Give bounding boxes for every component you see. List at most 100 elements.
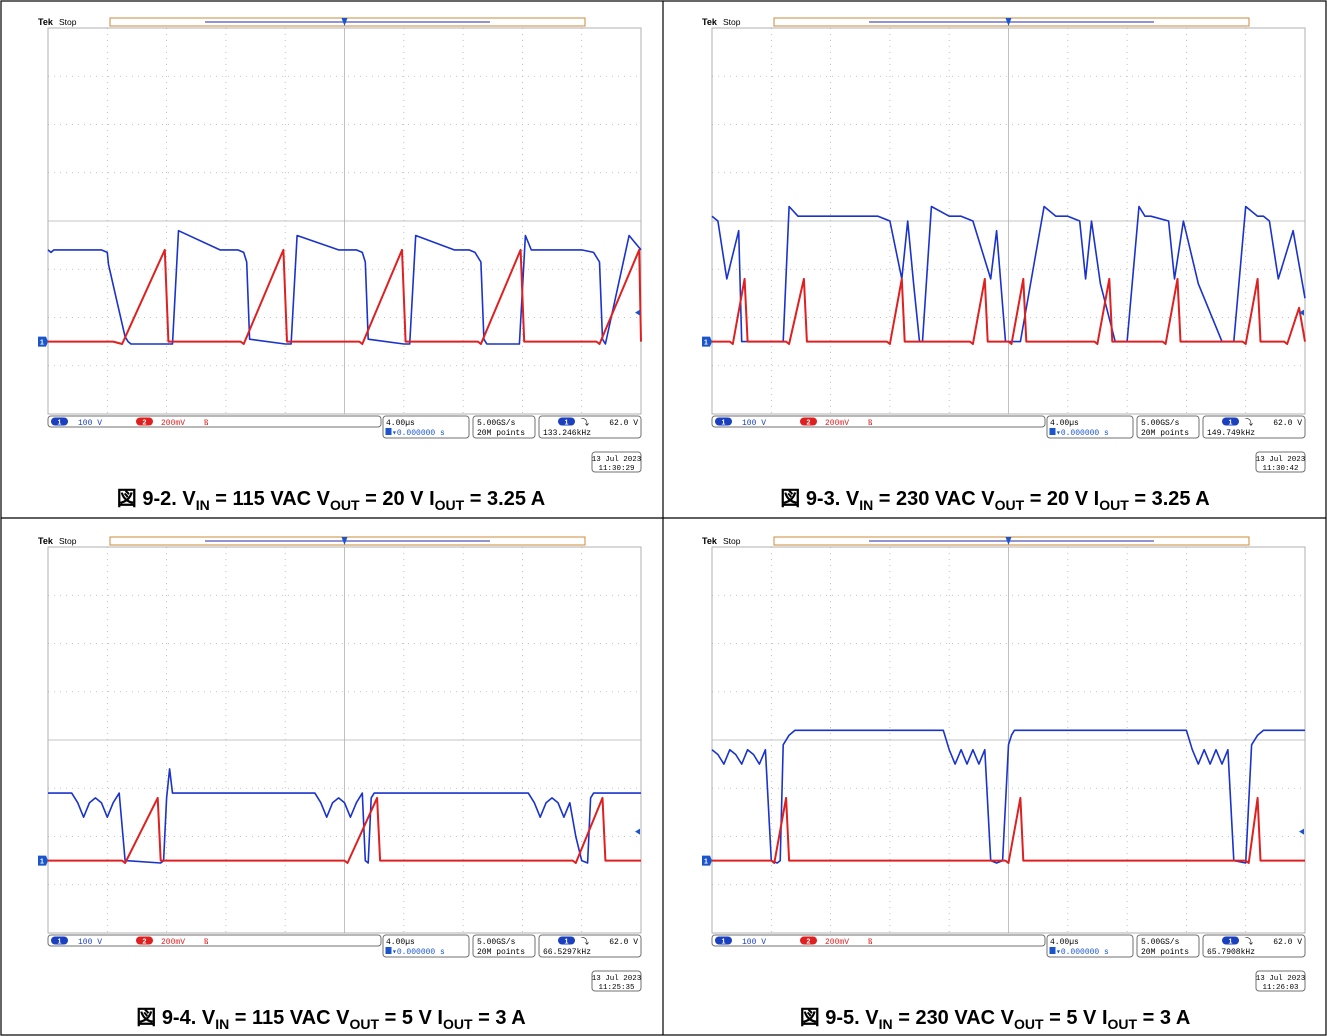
caption-figure-prefix: 図 xyxy=(136,1007,156,1029)
ch2-badge-label: 2 xyxy=(143,420,147,427)
trigger-level-arrow-icon xyxy=(1299,309,1304,316)
record-length-label: 20M points xyxy=(1141,948,1189,957)
tek-brand-label: Tek xyxy=(702,17,718,27)
bandwidth-limit-icon: Ⲃ xyxy=(868,418,872,427)
caption-vin-label: V xyxy=(202,1007,216,1029)
trigger-ch-badge xyxy=(1222,936,1239,945)
trigger-level-label: 62.0 V xyxy=(609,419,638,428)
trigger-ch-label: 1 xyxy=(1229,420,1233,427)
trigger-position-label: ▾0.000000 s xyxy=(1056,948,1109,957)
caption-vout-value: = 20 V xyxy=(365,488,424,510)
timestamp-box xyxy=(1255,970,1306,992)
caption-iout-label: I xyxy=(429,488,435,510)
sample-rate-label: 5.00GS/s xyxy=(1141,938,1180,947)
ch1-scale-label: 100 V xyxy=(78,419,102,428)
trigger-frequency-label: 66.5297kHz xyxy=(543,948,591,957)
ch1-ground-marker-icon xyxy=(702,855,712,866)
timebase-box xyxy=(1046,934,1134,958)
trigger-ch-badge xyxy=(558,936,575,945)
time-label: 11:30:42 xyxy=(1262,465,1298,473)
acquisition-box xyxy=(1136,934,1200,958)
ch1-trace xyxy=(711,205,1306,343)
ch2-scale-label: 200mV xyxy=(161,419,185,428)
trigger-box xyxy=(1202,934,1306,958)
ch1-badge-label: 1 xyxy=(58,939,62,946)
ch2-trace xyxy=(712,796,1305,864)
trigger-slope-icon: ⤵ xyxy=(1245,418,1253,427)
caption-vin-subscript: IN xyxy=(215,1016,229,1032)
time-label: 11:26:03 xyxy=(1262,984,1299,992)
caption-vout-subscript: OUT xyxy=(1014,1016,1044,1032)
caption-iout-label: I xyxy=(1102,1007,1108,1029)
acquisition-box xyxy=(472,934,536,958)
ch1-badge-label: 1 xyxy=(722,939,726,946)
trigger-frequency-label: 149.749kHz xyxy=(1207,429,1255,438)
caption-vout-value: = 5 V xyxy=(385,1007,433,1029)
trigger-ch-badge xyxy=(558,417,575,426)
caption-vout-label: V xyxy=(1001,1007,1015,1029)
timebase-label: 4.00µs xyxy=(1050,419,1079,428)
ch1-ground-marker-label: 1 xyxy=(40,859,44,866)
caption-figure-number: 9-2. xyxy=(142,488,176,510)
caption-iout-value: = 3 A xyxy=(478,1007,526,1029)
trigger-slope-icon: ⤵ xyxy=(581,418,589,427)
bandwidth-limit-icon: Ⲃ xyxy=(204,418,208,427)
trigger-box xyxy=(538,934,642,958)
trigger-position-arrow xyxy=(1005,18,1012,26)
trigger-slope-icon: ⤵ xyxy=(1245,937,1253,946)
record-length-label: 20M points xyxy=(477,429,525,438)
timestamp-box xyxy=(1255,451,1306,473)
ch1-badge xyxy=(51,417,68,426)
acquisition-status-label: Stop xyxy=(59,536,77,546)
caption-iout-label: I xyxy=(437,1007,443,1029)
caption-figure-prefix: 図 xyxy=(780,488,800,510)
sample-rate-label: 5.00GS/s xyxy=(477,419,516,428)
caption-iout-subscript: OUT xyxy=(1108,1016,1138,1032)
trigger-slope-icon: ⤵ xyxy=(581,937,589,946)
ch2-badge xyxy=(800,417,817,426)
date-label: 13 Jul 2023 xyxy=(592,456,642,464)
ch1-trace xyxy=(48,768,641,864)
trigger-box xyxy=(1202,415,1306,439)
ch2-scale-label: 200mV xyxy=(161,938,185,947)
tek-brand-label: Tek xyxy=(38,536,54,546)
ch1-badge xyxy=(51,936,68,945)
ch2-badge xyxy=(136,936,153,945)
trigger-ch-label: 1 xyxy=(1229,939,1233,946)
caption-figure-number: 9-3. xyxy=(806,488,840,510)
trigger-position-label: ▾0.000000 s xyxy=(392,948,445,957)
ch2-badge-label: 2 xyxy=(807,939,811,946)
caption-iout-label: I xyxy=(1094,488,1100,510)
timestamp-box xyxy=(591,451,642,473)
caption-vout-subscript: OUT xyxy=(349,1016,379,1032)
trigger-position-arrow xyxy=(341,18,348,26)
figure-caption: 図 9-4. VIN = 115 VAC VOUT = 5 V IOUT = 3… xyxy=(136,1007,525,1032)
ch1-ground-marker-icon xyxy=(38,336,48,347)
trigger-position-icon xyxy=(1049,947,1056,954)
trigger-level-arrow-icon xyxy=(635,828,640,835)
caption-vin-value: = 115 VAC xyxy=(235,1007,331,1029)
acquisition-status-label: Stop xyxy=(723,17,741,27)
caption-vin-subscript: IN xyxy=(859,497,873,513)
caption-vout-value: = 5 V xyxy=(1049,1007,1097,1029)
trigger-position-arrow xyxy=(1005,537,1012,545)
bandwidth-limit-icon: Ⲃ xyxy=(868,937,872,946)
timebase-box xyxy=(1046,415,1134,439)
channel-readout-box xyxy=(711,415,1046,428)
acquisition-box xyxy=(1136,415,1200,439)
caption-vin-value: = 230 VAC xyxy=(898,1007,995,1029)
ch1-ground-marker-icon xyxy=(702,336,712,347)
caption-iout-subscript: OUT xyxy=(435,497,465,513)
ch2-trace xyxy=(712,277,1306,345)
timestamp-box xyxy=(591,970,642,992)
caption-vout-label: V xyxy=(336,1007,350,1029)
record-length-label: 20M points xyxy=(1141,429,1189,438)
timebase-box xyxy=(382,934,470,958)
figure-caption: 図 9-2. VIN = 115 VAC VOUT = 20 V IOUT = … xyxy=(117,488,545,513)
caption-figure-number: 9-4. xyxy=(162,1007,196,1029)
caption-iout-value: = 3.25 A xyxy=(470,488,545,510)
caption-iout-subscript: OUT xyxy=(1099,497,1129,513)
trigger-level-arrow-icon xyxy=(1299,828,1304,835)
